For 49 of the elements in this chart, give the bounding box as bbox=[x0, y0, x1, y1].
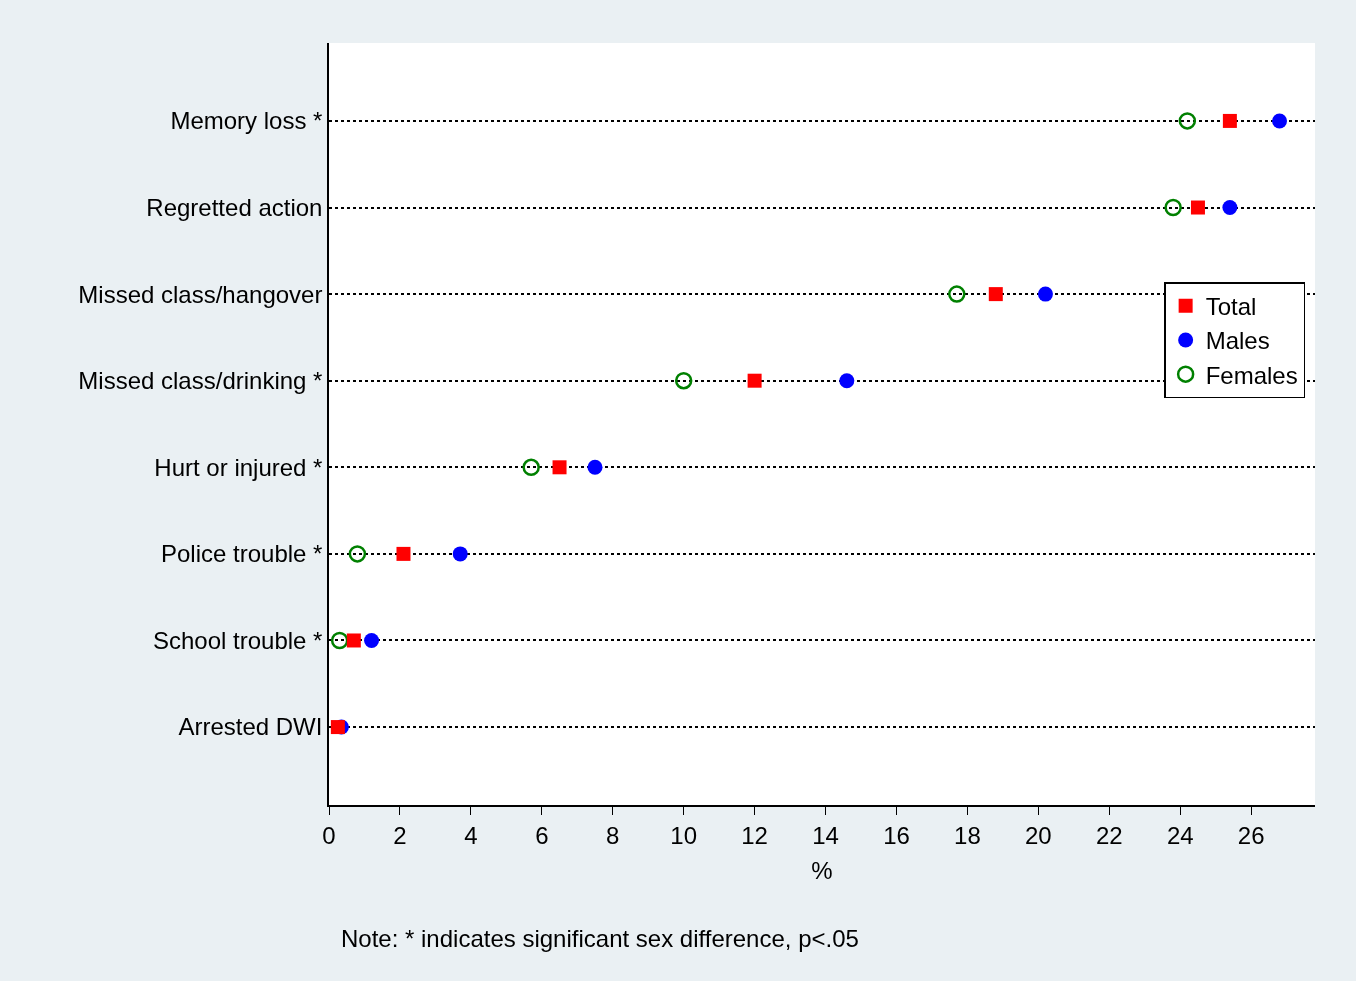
y-tick-label: Missed class/drinking * bbox=[78, 367, 323, 395]
point bbox=[587, 459, 603, 475]
y-tick-label: Hurt or injured * bbox=[154, 453, 323, 481]
y-tick-label: School trouble * bbox=[153, 626, 323, 654]
point bbox=[1037, 286, 1053, 302]
text: Note: * indicates significant sex difference, p<.05 bbox=[341, 925, 859, 952]
point bbox=[552, 460, 567, 475]
x-tick-label: 4 bbox=[464, 821, 478, 849]
y-tick-label: Police trouble * bbox=[161, 540, 323, 568]
point bbox=[346, 633, 361, 648]
point bbox=[396, 546, 411, 561]
x-tick-label: 20 bbox=[1025, 821, 1052, 849]
point bbox=[1222, 200, 1238, 216]
point bbox=[330, 720, 345, 735]
point bbox=[948, 285, 966, 303]
point bbox=[1272, 113, 1288, 129]
point bbox=[747, 373, 762, 388]
point bbox=[452, 546, 468, 562]
point bbox=[988, 287, 1003, 302]
y-tick-label: Arrested DWI bbox=[178, 713, 323, 741]
x-tick-label: 0 bbox=[322, 821, 336, 849]
x-axis-title: % bbox=[811, 857, 833, 885]
x-tick-label: 22 bbox=[1095, 821, 1123, 849]
x-tick-label: 18 bbox=[954, 821, 981, 849]
point bbox=[364, 632, 380, 648]
x-tick-label: 24 bbox=[1166, 821, 1194, 849]
x-tick-label: 26 bbox=[1237, 821, 1265, 849]
point bbox=[522, 458, 540, 477]
legend-label: Total bbox=[1205, 293, 1257, 321]
point bbox=[348, 545, 367, 563]
x-tick-label: 12 bbox=[741, 821, 768, 849]
point bbox=[674, 371, 693, 390]
legend-label: Females bbox=[1205, 361, 1298, 389]
point bbox=[1164, 198, 1182, 217]
point bbox=[330, 631, 349, 650]
point bbox=[839, 373, 855, 389]
x-tick-label: 2 bbox=[393, 821, 407, 849]
y-tick-label: Regretted action bbox=[146, 193, 323, 221]
legend-label: Males bbox=[1205, 327, 1270, 355]
x-tick-label: 10 bbox=[670, 821, 698, 849]
x-tick-label: 16 bbox=[883, 821, 910, 849]
y-tick-label: Missed class/hangover bbox=[78, 280, 323, 308]
point bbox=[1222, 113, 1237, 128]
x-tick-label: 8 bbox=[606, 821, 620, 849]
point bbox=[1178, 112, 1197, 130]
y-tick-label: Memory loss * bbox=[170, 107, 323, 135]
x-tick-label: 14 bbox=[812, 821, 839, 849]
x-tick-label: 6 bbox=[535, 821, 549, 849]
point bbox=[1190, 200, 1205, 215]
